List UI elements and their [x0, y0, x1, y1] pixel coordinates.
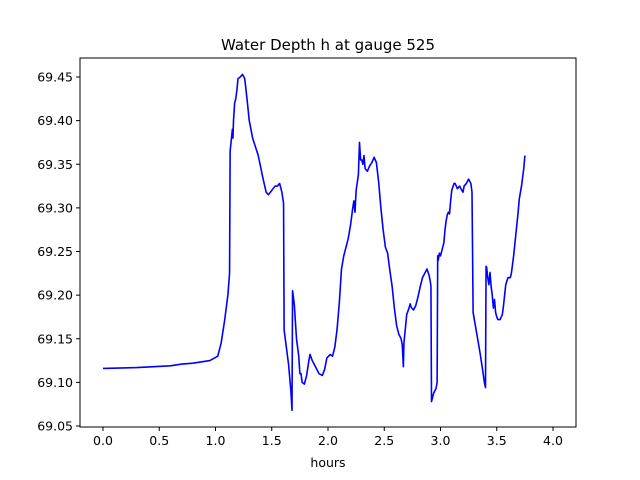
x-tick-label: 0.0 — [93, 433, 113, 448]
y-tick-label: 69.45 — [37, 70, 73, 85]
y-tick-label: 69.30 — [37, 200, 73, 215]
plot-frame — [79, 57, 577, 428]
x-tick-label: 1.5 — [262, 433, 282, 448]
x-axis-ticks: 0.0 0.5 1.0 1.5 2.0 2.5 3.0 3.5 4.0 — [93, 427, 563, 448]
x-tick-label: 3.5 — [487, 433, 507, 448]
plot-background — [80, 58, 576, 427]
y-tick-label: 69.15 — [37, 331, 73, 346]
chart-title: Water Depth h at gauge 525 — [221, 36, 435, 54]
x-tick-label: 1.0 — [206, 433, 226, 448]
y-tick-label: 69.10 — [37, 375, 73, 390]
x-tick-label: 2.5 — [374, 433, 394, 448]
series-group — [102, 73, 526, 412]
y-tick-label: 69.25 — [37, 244, 73, 259]
y-tick-label: 69.05 — [37, 419, 73, 434]
x-axis-label: hours — [310, 455, 345, 470]
y-tick-label: 69.20 — [37, 288, 73, 303]
series-line — [102, 73, 526, 412]
y-tick-label: 69.35 — [37, 157, 73, 172]
x-tick-label: 0.5 — [149, 433, 169, 448]
plot-area — [80, 58, 576, 427]
x-tick-label: 4.0 — [543, 433, 563, 448]
y-tick-label: 69.40 — [37, 113, 73, 128]
x-tick-label: 2.0 — [318, 433, 338, 448]
y-axis-ticks: 69.05 69.10 69.15 69.20 69.25 69.30 69.35 69.40… — [37, 70, 80, 434]
x-tick-label: 3.0 — [431, 433, 451, 448]
